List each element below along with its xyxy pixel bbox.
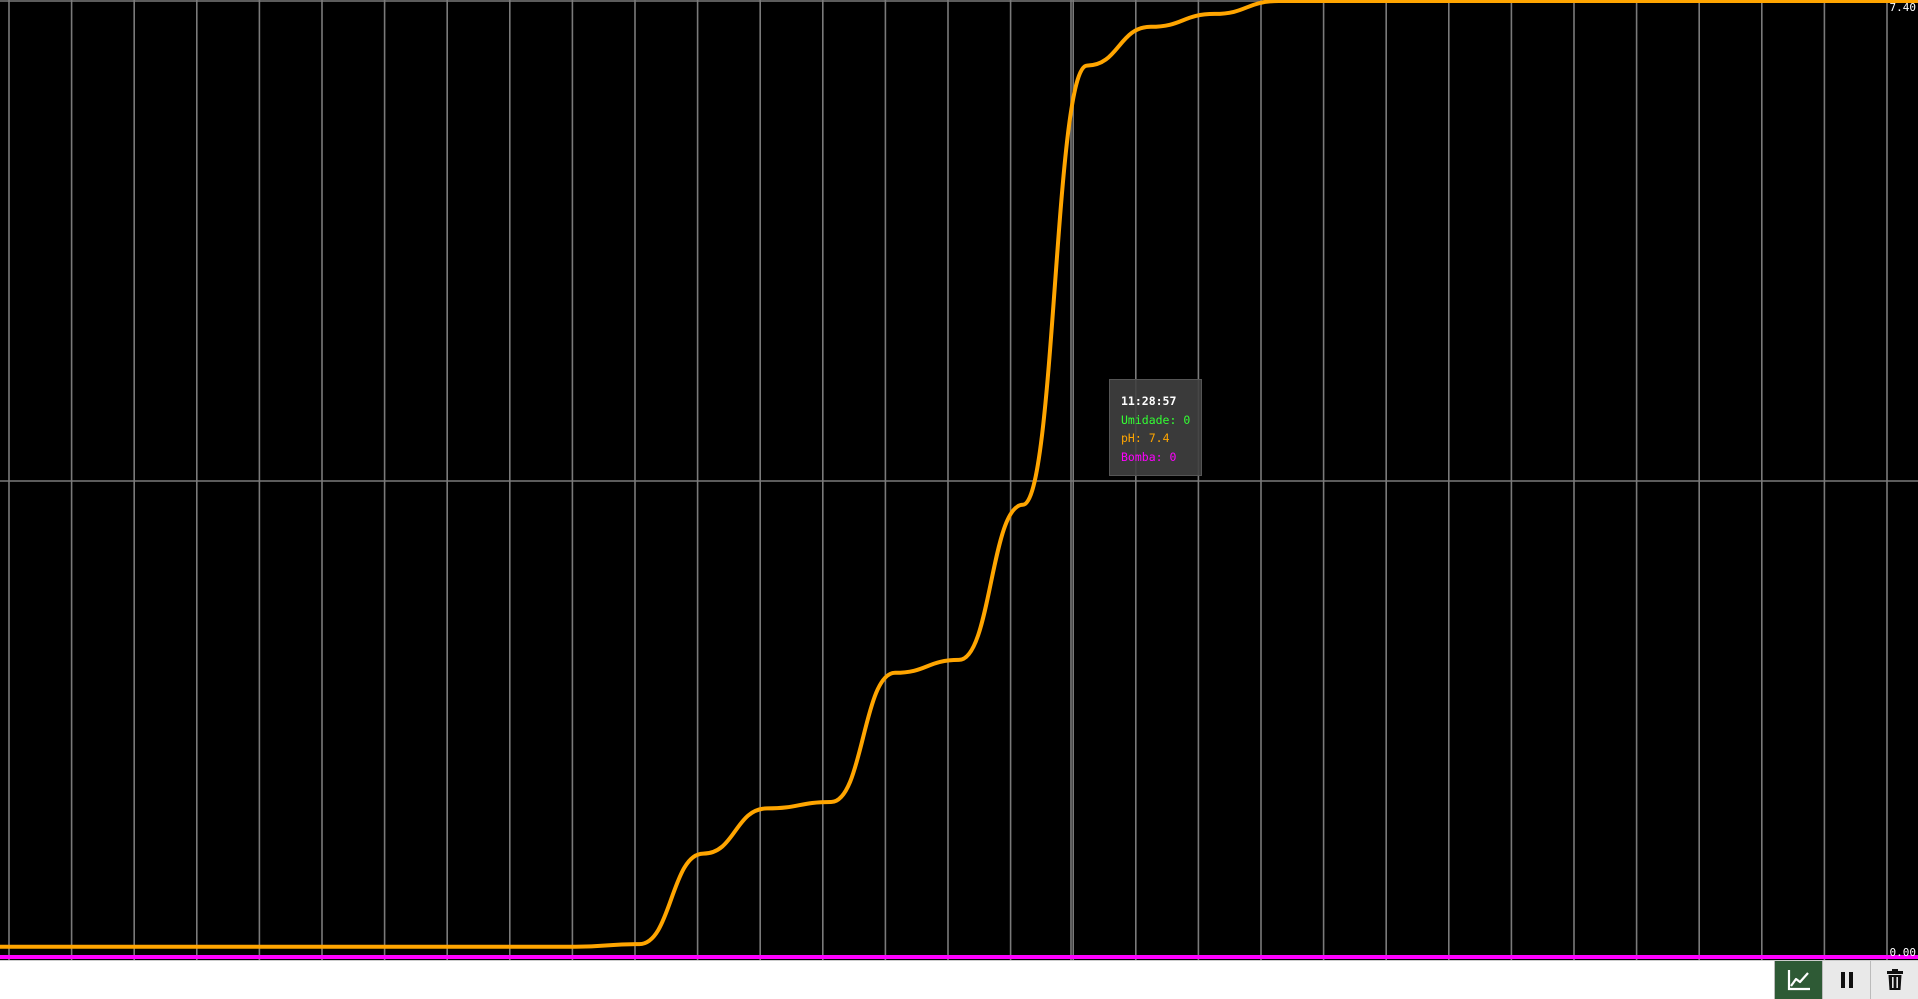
chart-view-button[interactable]: [1774, 961, 1822, 999]
tooltip-label: Umidade: [1121, 412, 1170, 427]
grid: [0, 0, 1918, 960]
bottom-bar: [0, 960, 1918, 999]
y-tick-label-min: 0.00: [1890, 946, 1917, 959]
series-line-ph: [0, 0, 1918, 949]
tooltip-label: pH: [1121, 431, 1135, 445]
tooltip-row-umidade: Umidade: 0: [1121, 412, 1191, 427]
hover-tooltip: 11:28:57 Umidade: 0 pH: 7.4 Bomba: 0: [1109, 379, 1202, 476]
y-tick-label-max: 7.40: [1890, 1, 1917, 14]
chart-toolbar: [1774, 961, 1918, 999]
pause-button[interactable]: [1822, 961, 1870, 999]
pause-icon: [1840, 972, 1853, 988]
chart-area[interactable]: 7.40 0.00 11:28:57 Umidade: 0 pH: 7.4 Bo…: [0, 0, 1918, 960]
tooltip-row-ph: pH: 7.4: [1121, 431, 1170, 445]
tooltip-row-bomba: Bomba: 0: [1121, 449, 1177, 464]
chart-line-icon: [1787, 970, 1810, 991]
tooltip-value: 7.4: [1148, 431, 1170, 445]
clear-button[interactable]: [1870, 961, 1918, 999]
tooltip-value: 0: [1183, 412, 1191, 427]
tooltip-label: Bomba: [1121, 449, 1156, 464]
series-layer: [0, 0, 1918, 960]
tooltip-time: 11:28:57: [1121, 394, 1177, 408]
line-chart: 7.40 0.00: [0, 0, 1918, 960]
axis-labels: 7.40 0.00: [1890, 1, 1917, 959]
trash-icon: [1886, 969, 1903, 990]
tooltip-value: 0: [1169, 449, 1177, 464]
